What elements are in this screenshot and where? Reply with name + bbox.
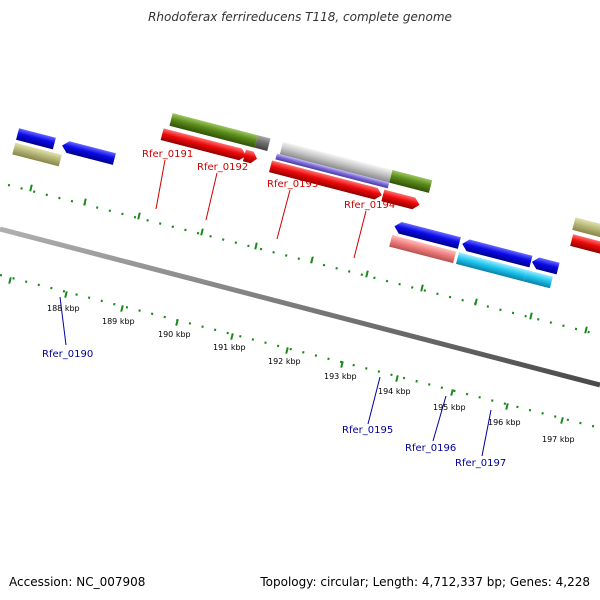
gene-rfer-0191-outer[interactable] (169, 113, 258, 148)
inner-tick (505, 403, 509, 410)
inner-tick (285, 347, 289, 354)
gene-blue-mid[interactable] (461, 238, 533, 268)
scale-label: 191 kbp (213, 343, 246, 352)
gene-label-rfer-0193[interactable]: Rfer_0193 (267, 179, 318, 190)
gene-label-rfer-0194[interactable]: Rfer_0194 (344, 200, 395, 211)
gene-rfer-0193[interactable] (269, 160, 383, 201)
inner-tick (175, 319, 179, 326)
gene-label-rfer-0197[interactable]: Rfer_0197 (455, 458, 506, 469)
gene-rfer-0193-band[interactable] (275, 153, 390, 189)
outer-tick (83, 198, 87, 206)
leader-rfer-0195 (367, 376, 381, 425)
gene-labels: Rfer_0191 Rfer_0192 Rfer_0193 Rfer_0194 … (42, 149, 506, 469)
scale-label: 189 kbp (102, 317, 135, 326)
leader-rfer-0191 (155, 159, 166, 210)
accession-text: Accession: NC_007908 (9, 575, 146, 589)
outer-dotted-line (7, 183, 600, 337)
inner-tick (395, 375, 399, 382)
scale-label: 192 kbp (268, 357, 301, 366)
genome-summary-text: Topology: circular; Length: 4,712,337 bp… (260, 575, 590, 589)
gene-label-rfer-0191[interactable]: Rfer_0191 (142, 149, 193, 160)
gene-rfer-0193-outer[interactable] (279, 141, 393, 183)
gene-rfer-0195[interactable] (389, 235, 457, 264)
leader-rfer-0192 (205, 172, 218, 221)
leader-rfer-0190 (59, 296, 67, 346)
gene-rfer-0192[interactable] (242, 149, 259, 165)
inner-tick (340, 361, 344, 368)
genome-title: Rhodoferax ferrireducens T118, complete … (148, 10, 452, 24)
outer-tick (365, 270, 369, 278)
gene-rfer-0196[interactable] (456, 252, 527, 282)
gene-rfer-0194[interactable] (381, 189, 421, 211)
gene-khaki-right[interactable] (572, 217, 600, 245)
scale-label: 193 kbp (324, 372, 357, 381)
outer-tick (310, 256, 314, 264)
inner-tick (450, 389, 454, 396)
inner-tick (560, 417, 564, 424)
gene-rfer-0190[interactable] (61, 140, 116, 165)
gene-rfer-0194-outer[interactable] (389, 170, 433, 193)
scale-label: 194 kbp (378, 387, 411, 396)
gene-label-rfer-0195[interactable]: Rfer_0195 (342, 425, 393, 436)
gene-features (12, 113, 600, 289)
outer-tick (420, 284, 424, 292)
leader-rfer-0194 (353, 210, 367, 259)
label-leaders (59, 159, 492, 457)
scale-label: 197 kbp (542, 435, 575, 444)
genome-backbone (0, 226, 600, 388)
gene-rfer-0191[interactable] (160, 128, 248, 161)
scale-label: 195 kbp (433, 403, 466, 412)
inner-scale: 188 kbp 189 kbp 190 kbp 191 kbp 192 kbp … (0, 273, 600, 444)
gene-label-rfer-0190[interactable]: Rfer_0190 (42, 349, 93, 360)
gene-blue-left-edge[interactable] (16, 128, 56, 150)
inner-tick (8, 277, 12, 284)
gene-blue-upper[interactable] (393, 220, 461, 249)
inner-tick (64, 291, 68, 298)
inner-tick (120, 305, 124, 312)
scale-label: 188 kbp (47, 304, 80, 313)
outer-tick (584, 326, 588, 334)
outer-tick (29, 184, 33, 192)
scale-label: 196 kbp (488, 418, 521, 427)
inner-tick (230, 333, 234, 340)
gene-label-rfer-0196[interactable]: Rfer_0196 (405, 443, 456, 454)
outer-tick (254, 242, 258, 250)
outer-tick (529, 312, 533, 320)
gene-segment-grey[interactable] (254, 135, 271, 152)
gene-red-right[interactable] (570, 234, 600, 259)
gene-rfer-0197[interactable] (523, 269, 553, 289)
leader-rfer-0197 (481, 409, 492, 457)
gene-blue-small[interactable] (530, 256, 560, 275)
outer-dotted-ring (7, 183, 600, 337)
gene-label-rfer-0192[interactable]: Rfer_0192 (197, 162, 248, 173)
leader-rfer-0193 (276, 189, 291, 240)
scale-label: 190 kbp (158, 330, 191, 339)
outer-tick (200, 228, 204, 236)
outer-tick (474, 298, 478, 306)
leader-rfer-0196 (432, 395, 447, 442)
gene-khaki-left[interactable] (12, 142, 62, 167)
outer-tick (137, 212, 141, 220)
